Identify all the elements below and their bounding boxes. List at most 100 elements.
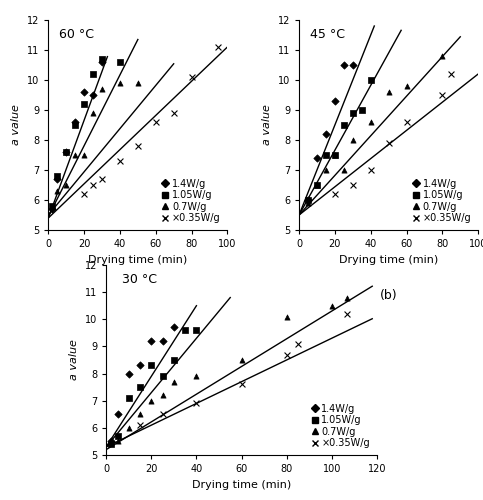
Point xyxy=(152,118,159,126)
Point xyxy=(331,151,339,159)
Point xyxy=(98,85,106,93)
X-axis label: Drying time (min): Drying time (min) xyxy=(88,254,187,264)
Point xyxy=(403,118,411,126)
Point xyxy=(385,139,393,147)
Point xyxy=(136,421,144,429)
Legend: 1.4W/g, 1.05W/g, 0.7W/g, ×0.35W/g: 1.4W/g, 1.05W/g, 0.7W/g, ×0.35W/g xyxy=(159,177,223,225)
Point xyxy=(147,362,155,370)
Point xyxy=(367,166,375,174)
Point xyxy=(80,151,88,159)
Point xyxy=(283,350,290,358)
Legend: 1.4W/g, 1.05W/g, 0.7W/g, ×0.35W/g: 1.4W/g, 1.05W/g, 0.7W/g, ×0.35W/g xyxy=(410,177,473,225)
Point xyxy=(159,337,167,345)
Point xyxy=(349,61,356,69)
Point xyxy=(116,58,124,66)
Point xyxy=(385,88,393,96)
Point xyxy=(147,337,155,345)
Point xyxy=(304,199,312,207)
Point xyxy=(62,181,70,189)
Point xyxy=(136,362,144,370)
Point xyxy=(193,400,200,407)
Point xyxy=(114,432,121,440)
Point xyxy=(136,383,144,391)
Point xyxy=(114,438,121,446)
Point xyxy=(238,356,245,364)
Point xyxy=(48,205,56,213)
Point xyxy=(62,148,70,156)
Point xyxy=(147,396,155,404)
Point xyxy=(238,380,245,388)
Y-axis label: a value: a value xyxy=(11,104,21,146)
Point xyxy=(136,410,144,418)
Point xyxy=(114,410,121,418)
Point xyxy=(125,424,133,432)
Point xyxy=(340,121,348,129)
Point xyxy=(71,121,79,129)
Text: 45 °C: 45 °C xyxy=(310,28,345,42)
Point xyxy=(322,166,330,174)
Point xyxy=(349,181,356,189)
Point xyxy=(367,118,375,126)
Point xyxy=(349,136,356,144)
Point xyxy=(313,154,321,162)
Point xyxy=(80,88,88,96)
Point xyxy=(439,91,446,99)
Point xyxy=(134,79,142,87)
Point xyxy=(170,378,178,386)
Point xyxy=(343,310,351,318)
Point xyxy=(328,302,336,310)
Point xyxy=(71,151,79,159)
Point xyxy=(80,190,88,198)
Point xyxy=(188,73,196,81)
Point xyxy=(170,356,178,364)
Point xyxy=(54,187,61,195)
Point xyxy=(54,175,61,183)
Point xyxy=(125,370,133,378)
Point xyxy=(98,175,106,183)
Point xyxy=(159,372,167,380)
Point xyxy=(304,196,312,204)
Text: 30 °C: 30 °C xyxy=(123,272,157,285)
Text: (b): (b) xyxy=(380,289,398,302)
Point xyxy=(181,326,189,334)
Y-axis label: a value: a value xyxy=(262,104,272,146)
Point xyxy=(170,109,178,117)
Point xyxy=(89,70,97,78)
Point xyxy=(322,151,330,159)
X-axis label: Drying time (min): Drying time (min) xyxy=(192,480,291,490)
Point xyxy=(116,79,124,87)
Point xyxy=(54,172,61,180)
Point xyxy=(331,190,339,198)
Y-axis label: a value: a value xyxy=(69,340,79,380)
Text: 60 °C: 60 °C xyxy=(59,28,94,42)
Point xyxy=(331,151,339,159)
Point xyxy=(89,91,97,99)
Point xyxy=(322,130,330,138)
Point xyxy=(340,166,348,174)
Point xyxy=(343,294,351,302)
Point xyxy=(48,202,56,210)
Point xyxy=(313,181,321,189)
Point xyxy=(159,410,167,418)
Point xyxy=(134,142,142,150)
Point xyxy=(403,82,411,90)
Point xyxy=(170,324,178,332)
Point xyxy=(439,52,446,60)
Point xyxy=(447,70,455,78)
Point xyxy=(98,58,106,66)
Point xyxy=(89,181,97,189)
Point xyxy=(193,372,200,380)
X-axis label: Drying time (min): Drying time (min) xyxy=(339,254,438,264)
Point xyxy=(304,196,312,204)
Point xyxy=(125,394,133,402)
Point xyxy=(116,157,124,165)
Legend: 1.4W/g, 1.05W/g, 0.7W/g, ×0.35W/g: 1.4W/g, 1.05W/g, 0.7W/g, ×0.35W/g xyxy=(309,402,372,450)
Point xyxy=(98,55,106,63)
Point xyxy=(294,340,302,347)
Point xyxy=(89,109,97,117)
Point xyxy=(107,438,114,446)
Point xyxy=(349,109,356,117)
Point xyxy=(193,326,200,334)
Text: (a): (a) xyxy=(129,289,147,302)
Point xyxy=(159,392,167,400)
